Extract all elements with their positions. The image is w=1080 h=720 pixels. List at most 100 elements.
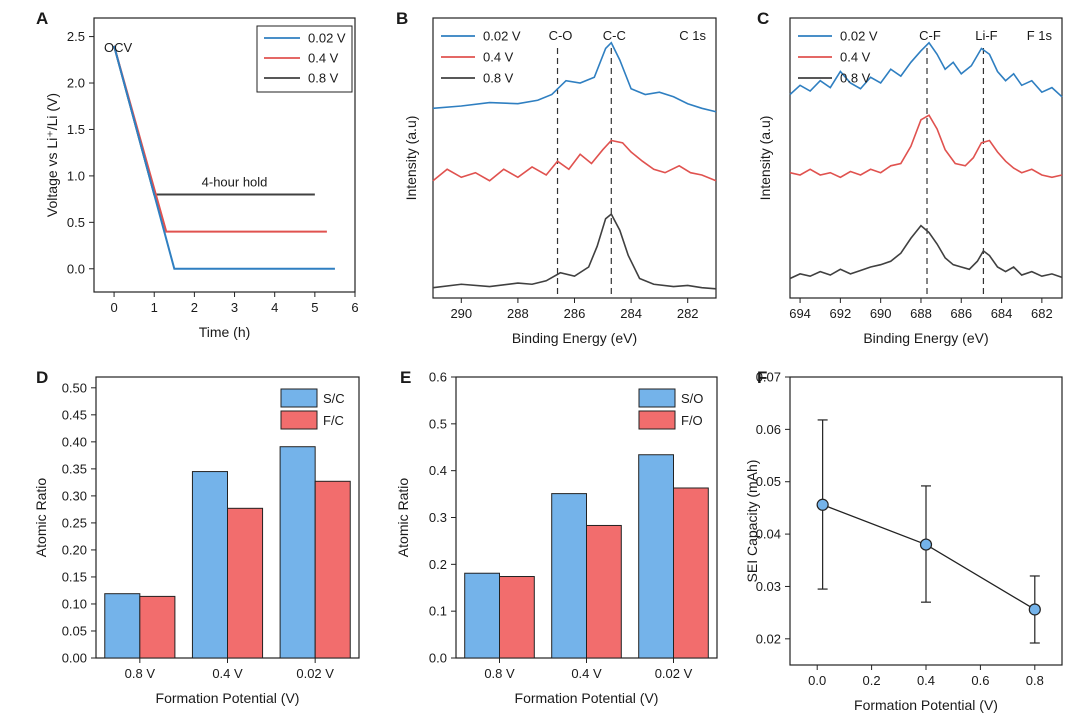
plot-frame [93, 17, 356, 293]
panel-letter-e: E [400, 368, 411, 387]
x-tick-label: 0.4 [917, 673, 935, 688]
series-line-0 [432, 41, 717, 113]
y-axis-title: SEI Capacity (mAh) [744, 460, 760, 583]
y-tick-label: 0.5 [67, 215, 85, 230]
x-tick-label: 692 [830, 306, 852, 321]
y-tick-label: 0.3 [429, 510, 447, 525]
panel-letter-a: A [36, 9, 48, 28]
x-tick-label: 282 [677, 306, 699, 321]
category-label: 0.02 V [655, 666, 693, 681]
x-tick-label: 682 [1031, 306, 1053, 321]
y-axis-title: Intensity (a.u) [757, 116, 773, 201]
category-label: 0.4 V [571, 666, 602, 681]
panel-letter-f: F [757, 368, 767, 387]
x-tick-label: 5 [311, 300, 318, 315]
bar-F/O-0.02 V [673, 487, 709, 659]
y-axis-title: Intensity (a.u) [403, 116, 419, 201]
x-tick-label: 290 [450, 306, 472, 321]
bar-F/C-0.02 V [314, 480, 351, 659]
y-tick-label: 0.02 [756, 631, 781, 646]
plot-frame [432, 17, 717, 299]
series-line-0 [789, 41, 1063, 98]
y-tick-label: 0.30 [62, 488, 87, 503]
series-line-2 [432, 212, 717, 290]
bar-F/C-0.8 V [139, 595, 176, 659]
x-tick-label: 690 [870, 306, 892, 321]
x-axis-title: Formation Potential (V) [156, 690, 300, 706]
y-tick-label: 0.10 [62, 596, 87, 611]
x-tick-label: 0.2 [863, 673, 881, 688]
x-tick-label: 0 [110, 300, 117, 315]
x-axis-title: Formation Potential (V) [515, 690, 659, 706]
x-tick-label: 3 [231, 300, 238, 315]
legend-label: 0.8 V [840, 71, 871, 86]
series-line-0 [113, 45, 335, 270]
x-tick-label: 286 [564, 306, 586, 321]
bar-F/O-0.4 V [586, 524, 622, 659]
x-tick-label: 0.6 [971, 673, 989, 688]
x-tick-label: 686 [950, 306, 972, 321]
y-tick-label: 0.4 [429, 463, 447, 478]
y-tick-label: 0.35 [62, 461, 87, 476]
y-tick-label: 0.40 [62, 434, 87, 449]
y-tick-label: 2.5 [67, 29, 85, 44]
annotation-hold: 4-hour hold [202, 174, 268, 189]
bar-S/O-0.02 V [638, 454, 675, 659]
bar-S/C-0.02 V [279, 446, 316, 659]
y-tick-label: 0.04 [756, 527, 781, 542]
series-line-2 [789, 224, 1063, 280]
data-point-2 [1028, 603, 1041, 616]
x-tick-label: 6 [351, 300, 358, 315]
legend-swatch-1 [280, 410, 318, 430]
legend-label: F/C [323, 413, 344, 428]
y-axis-title: Atomic Ratio [33, 478, 49, 558]
legend-label: 0.02 V [840, 29, 878, 44]
y-tick-label: 0.05 [756, 474, 781, 489]
y-tick-label: 1.5 [67, 122, 85, 137]
y-tick-label: 0.1 [429, 604, 447, 619]
x-tick-label: 4 [271, 300, 278, 315]
bar-S/O-0.4 V [551, 493, 588, 659]
y-tick-label: 0.5 [429, 416, 447, 431]
panel-letter-d: D [36, 368, 48, 387]
x-tick-label: 1 [151, 300, 158, 315]
y-tick-label: 0.45 [62, 407, 87, 422]
legend-label: 0.02 V [483, 29, 521, 44]
y-tick-label: 0.00 [62, 651, 87, 666]
y-tick-label: 0.50 [62, 380, 87, 395]
x-axis-title: Time (h) [199, 324, 251, 340]
y-axis-title: Voltage vs Li⁺/Li (V) [44, 93, 60, 217]
legend-swatch-1 [638, 410, 676, 430]
legend-label: S/O [681, 391, 703, 406]
x-tick-label: 2 [191, 300, 198, 315]
x-axis-title: Formation Potential (V) [854, 697, 998, 713]
data-point-0 [816, 498, 829, 511]
legend-label: 0.8 V [308, 71, 339, 86]
spectrum-title: C 1s [679, 28, 706, 43]
legend-label: 0.4 V [840, 50, 871, 65]
x-axis-title: Binding Energy (eV) [863, 330, 988, 346]
y-tick-label: 1.0 [67, 168, 85, 183]
legend-label: 0.8 V [483, 71, 514, 86]
y-tick-label: 0.2 [429, 557, 447, 572]
series-line-1 [432, 139, 717, 182]
legend-label: 0.4 V [308, 51, 339, 66]
y-tick-label: 2.0 [67, 76, 85, 91]
y-axis-title: Atomic Ratio [395, 478, 411, 558]
y-tick-label: 0.20 [62, 542, 87, 557]
peak-label: Li-F [975, 28, 997, 43]
y-tick-label: 0.0 [67, 261, 85, 276]
y-tick-label: 0.07 [756, 370, 781, 385]
x-tick-label: 284 [620, 306, 642, 321]
bar-S/C-0.8 V [104, 593, 141, 659]
x-tick-label: 684 [991, 306, 1013, 321]
data-point-1 [919, 538, 933, 551]
y-tick-label: 0.03 [756, 579, 781, 594]
legend-label: 0.02 V [308, 31, 346, 46]
x-axis-title: Binding Energy (eV) [512, 330, 637, 346]
y-tick-label: 0.05 [62, 623, 87, 638]
plot-frame [789, 17, 1063, 299]
x-tick-label: 694 [789, 306, 811, 321]
trend-line [822, 504, 1036, 611]
y-tick-label: 0.0 [429, 651, 447, 666]
